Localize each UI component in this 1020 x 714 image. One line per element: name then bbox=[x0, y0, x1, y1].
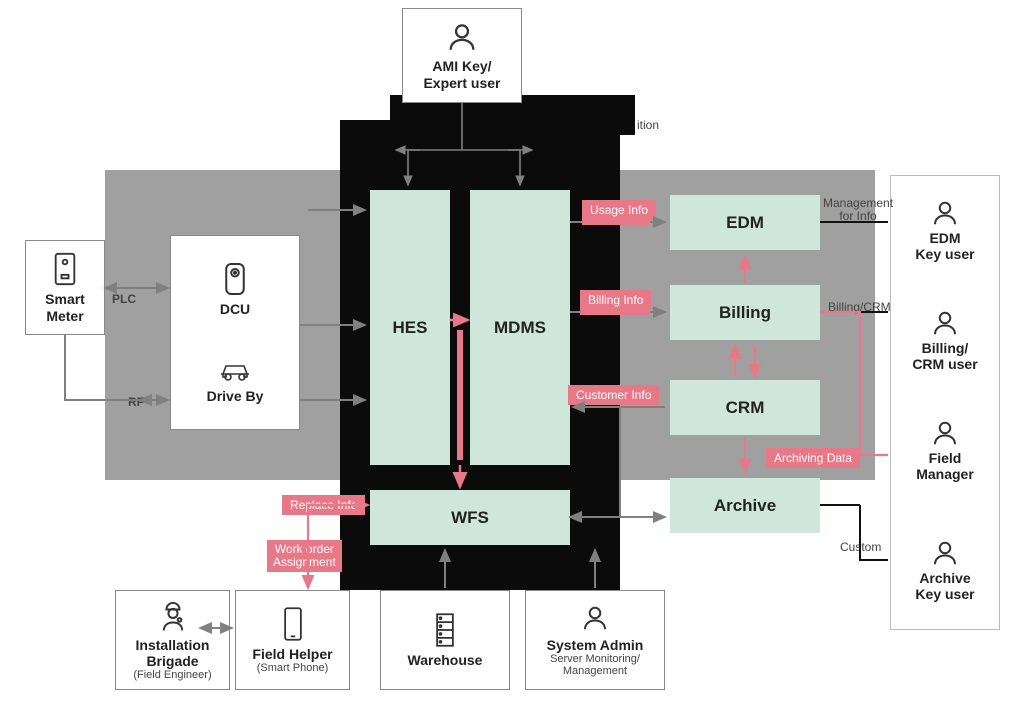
module-wfs-label: WFS bbox=[451, 508, 489, 528]
user-icon bbox=[930, 538, 960, 568]
user-icon bbox=[580, 603, 610, 633]
module-hes: HES bbox=[370, 190, 450, 465]
plc-label: PLC bbox=[112, 292, 136, 306]
module-billing-label: Billing bbox=[719, 303, 771, 323]
dcu-label: DCU bbox=[220, 301, 250, 317]
module-archive: Archive bbox=[670, 478, 820, 533]
tag-replace: Replace Info bbox=[282, 495, 365, 515]
dcu-driveby-box: DCU Drive By bbox=[170, 235, 300, 430]
field-mgr-label: Field Manager bbox=[916, 450, 974, 482]
server-rack-icon bbox=[431, 612, 459, 648]
archive-user: Archive Key user bbox=[890, 525, 1000, 615]
brigade-box: Installation Brigade (Field Engineer) bbox=[115, 590, 230, 690]
user-icon bbox=[445, 20, 479, 54]
sysadmin-box: System Admin Server Monitoring/ Manageme… bbox=[525, 590, 665, 690]
module-archive-label: Archive bbox=[714, 496, 776, 516]
warehouse-label: Warehouse bbox=[408, 652, 483, 668]
car-icon bbox=[215, 356, 255, 384]
faint-mgmt-info: Management for Info bbox=[823, 197, 893, 223]
tag-usage: Usage Info bbox=[582, 200, 656, 220]
phone-icon bbox=[281, 606, 305, 642]
user-icon bbox=[930, 308, 960, 338]
field-manager-user: Field Manager bbox=[890, 405, 1000, 495]
brigade-label: Installation Brigade bbox=[136, 637, 210, 669]
helper-box: Field Helper (Smart Phone) bbox=[235, 590, 350, 690]
edm-user: EDM Key user bbox=[890, 185, 1000, 275]
helper-label: Field Helper bbox=[252, 646, 332, 662]
dcu-icon bbox=[220, 261, 250, 297]
tag-billing: Billing Info bbox=[580, 290, 651, 310]
billing-user: Billing/ CRM user bbox=[890, 295, 1000, 385]
module-crm-label: CRM bbox=[726, 398, 765, 418]
module-billing: Billing bbox=[670, 285, 820, 340]
edm-user-label: EDM Key user bbox=[915, 230, 974, 262]
tag-customer: Customer Info bbox=[568, 385, 659, 405]
sysadmin-label: System Admin bbox=[547, 637, 644, 653]
tag-workorder: Work order Assignment bbox=[267, 540, 342, 572]
engineer-icon bbox=[157, 599, 189, 633]
module-edm-label: EDM bbox=[726, 213, 764, 233]
brigade-sub: (Field Engineer) bbox=[133, 669, 211, 681]
module-wfs: WFS bbox=[370, 490, 570, 545]
module-crm: CRM bbox=[670, 380, 820, 435]
ami-user-box: AMI Key/ Expert user bbox=[402, 8, 522, 103]
smart-meter-box: Smart Meter bbox=[25, 240, 105, 335]
ami-user-label: AMI Key/ Expert user bbox=[423, 58, 500, 90]
faint-custom: Custom bbox=[840, 540, 881, 554]
faint-solution: ition bbox=[637, 118, 659, 132]
rf-label: RF bbox=[128, 395, 144, 409]
faint-billing-crm: Billing/CRM bbox=[828, 300, 891, 314]
archive-user-label: Archive Key user bbox=[915, 570, 974, 602]
module-mdms: MDMS bbox=[470, 190, 570, 465]
billing-user-label: Billing/ CRM user bbox=[912, 340, 977, 372]
module-hes-label: HES bbox=[393, 318, 428, 338]
warehouse-box: Warehouse bbox=[380, 590, 510, 690]
helper-sub: (Smart Phone) bbox=[257, 662, 329, 674]
user-icon bbox=[930, 198, 960, 228]
driveby-label: Drive By bbox=[207, 388, 264, 404]
smart-meter-label: Smart Meter bbox=[45, 291, 85, 323]
module-mdms-label: MDMS bbox=[494, 318, 546, 338]
module-edm: EDM bbox=[670, 195, 820, 250]
tag-archiving: Archiving Data bbox=[766, 448, 860, 468]
user-icon bbox=[930, 418, 960, 448]
sysadmin-sub: Server Monitoring/ Management bbox=[550, 653, 640, 677]
smart-meter-icon bbox=[51, 251, 79, 287]
